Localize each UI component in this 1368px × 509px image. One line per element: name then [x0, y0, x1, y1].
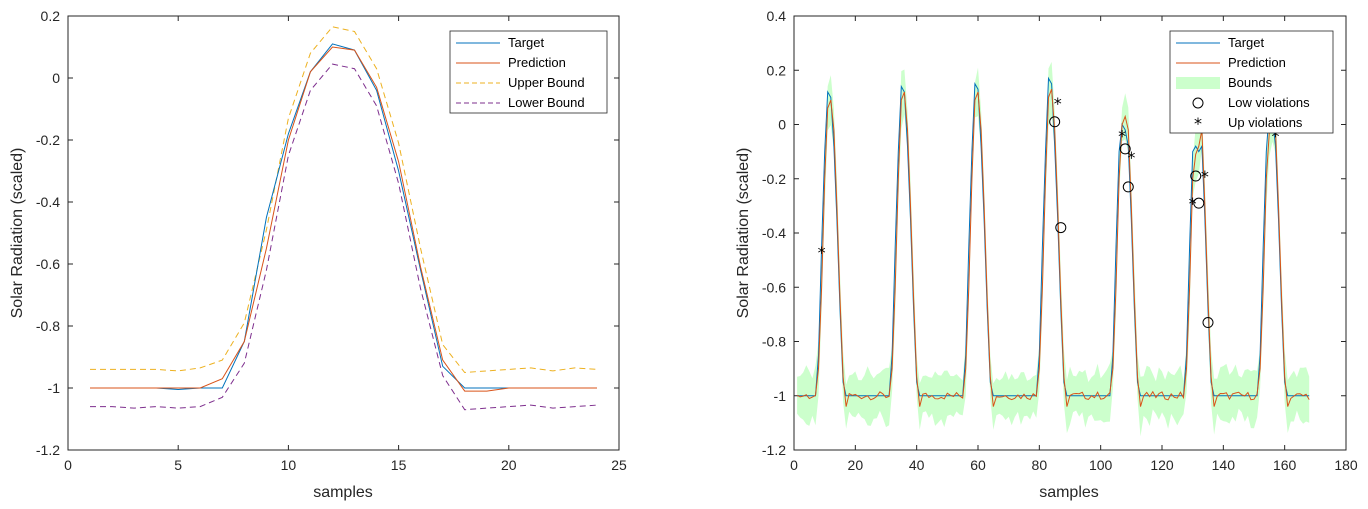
left-series-lower-bound — [90, 63, 598, 411]
right-series-prediction — [796, 89, 1310, 407]
right-legend-up-label: Up violations — [1228, 115, 1303, 130]
right-ytick-label: -0.4 — [762, 225, 786, 241]
left-legend-lower-label: Lower Bound — [508, 95, 585, 110]
left-legend-upper-label: Upper Bound — [508, 75, 585, 90]
left-ytick-label: -1 — [48, 380, 61, 396]
left-legend: Target Prediction Upper Bound Lower Boun… — [449, 30, 608, 114]
left-ytick-label: 0.2 — [41, 8, 61, 24]
low-violation-point — [1190, 170, 1202, 182]
low-violation-point — [1055, 222, 1067, 234]
left-ytick-label: -0.4 — [36, 194, 60, 210]
right-legend-prediction-label: Prediction — [1228, 55, 1286, 70]
right-ytick-label: -0.6 — [762, 279, 786, 295]
right-xtick-label: 180 — [1334, 457, 1358, 473]
right-ticks: 0 20 40 60 80 100 120 140 160 180 -1.2 -1 -0.8 -0.6 -0… — [762, 8, 1358, 473]
left-xtick-label: 15 — [391, 457, 407, 473]
right-ytick-label: -1.2 — [762, 442, 786, 458]
right-xtick-label: 100 — [1089, 457, 1113, 473]
up-violation-point: * — [1189, 194, 1197, 213]
left-xtick-label: 10 — [281, 457, 297, 473]
right-series-lines — [796, 76, 1310, 407]
right-legend-low-marker — [1192, 97, 1204, 109]
low-violation-point — [1202, 317, 1214, 329]
left-y-axis-label: Solar Radiation (scaled) — [9, 148, 26, 319]
right-violation-markers: ******* — [818, 94, 1279, 329]
right-ytick-label: -0.8 — [762, 334, 786, 350]
right-x-axis-label: samples — [1039, 484, 1099, 501]
left-ytick-label: -0.6 — [36, 256, 60, 272]
low-violation-point — [1122, 181, 1134, 193]
left-xtick-label: 20 — [501, 457, 517, 473]
left-ytick-label: -0.2 — [36, 132, 60, 148]
right-xtick-label: 60 — [970, 457, 986, 473]
right-xtick-label: 0 — [790, 457, 798, 473]
right-ytick-label: 0 — [778, 117, 786, 133]
right-ytick-label: -1 — [774, 388, 787, 404]
right-xtick-label: 140 — [1212, 457, 1236, 473]
right-y-axis-label: Solar Radiation (scaled) — [735, 148, 752, 319]
left-xtick-label: 5 — [174, 457, 182, 473]
left-legend-prediction-label: Prediction — [508, 55, 566, 70]
right-ytick-label: -0.2 — [762, 171, 786, 187]
right-legend-up-marker: * — [1194, 114, 1202, 133]
right-ytick-label: 0.2 — [767, 62, 787, 78]
left-axes-box — [67, 15, 620, 451]
left-chart: 0 5 10 15 20 25 -1.2 -1 -0.8 -0.6 -0.4 -0.2 0 0.2 sam… — [9, 8, 627, 501]
low-violation-point — [1049, 116, 1061, 128]
right-legend-target-label: Target — [1228, 35, 1265, 50]
right-legend-low-label: Low violations — [1228, 95, 1310, 110]
right-xtick-label: 80 — [1032, 457, 1048, 473]
left-series-prediction — [90, 46, 597, 392]
right-xtick-label: 160 — [1273, 457, 1297, 473]
right-chart: 0 20 40 60 80 100 120 140 160 180 -1.2 -1 -0.8 -0.6 -0… — [735, 8, 1358, 501]
right-axes-box — [793, 15, 1347, 451]
right-xtick-label: 120 — [1150, 457, 1174, 473]
right-legend-bounds-label: Bounds — [1228, 75, 1273, 90]
up-violation-point: * — [818, 243, 826, 262]
left-series-lines — [90, 26, 598, 411]
left-ytick-label: -1.2 — [36, 442, 60, 458]
right-xtick-label: 20 — [848, 457, 864, 473]
left-x-axis-label: samples — [313, 484, 373, 501]
up-violation-point: * — [1201, 167, 1209, 186]
left-xtick-label: 0 — [64, 457, 72, 473]
up-violation-point: * — [1118, 126, 1126, 145]
left-series-upper-bound — [90, 26, 598, 374]
left-xtick-label: 25 — [611, 457, 627, 473]
right-xtick-label: 40 — [909, 457, 925, 473]
right-ytick-label: 0.4 — [767, 8, 787, 24]
right-legend: Target Prediction Bounds Low violations … — [1169, 30, 1334, 134]
left-ytick-label: -0.8 — [36, 318, 60, 334]
up-violation-point: * — [1271, 126, 1279, 145]
right-legend-bounds-swatch — [1176, 77, 1220, 89]
left-ytick-label: 0 — [52, 70, 60, 86]
low-violation-point — [1119, 143, 1131, 155]
left-legend-target-label: Target — [508, 35, 545, 50]
left-legend-box — [449, 30, 608, 114]
up-violation-point: * — [1054, 94, 1062, 113]
up-violation-point: * — [1127, 148, 1135, 167]
low-violation-point — [1193, 197, 1205, 209]
